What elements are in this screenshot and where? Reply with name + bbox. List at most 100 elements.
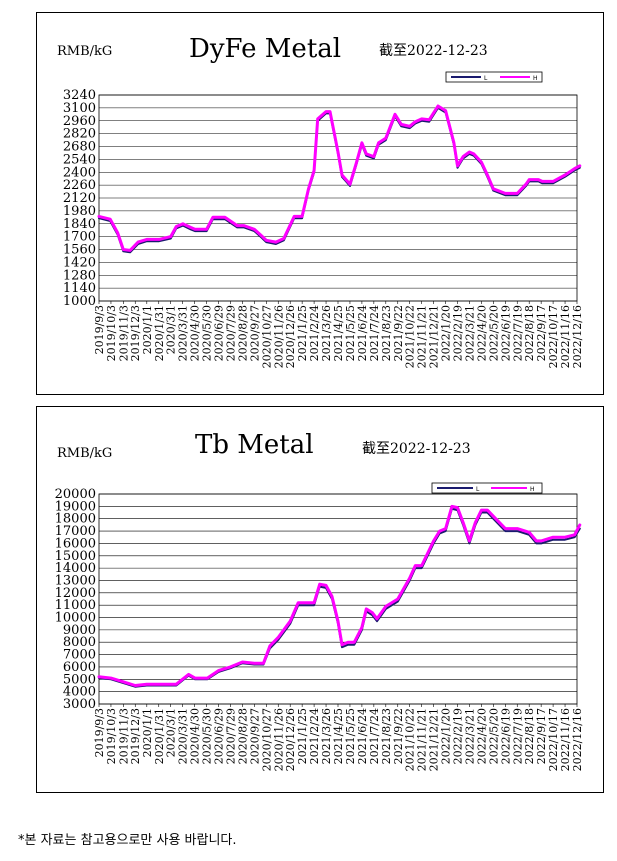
x-tick-label: 2019/12/3: [129, 708, 142, 764]
x-tick-label: 2022/9/17: [535, 708, 548, 764]
x-tick-label: 2019/11/3: [117, 708, 130, 764]
x-tick-label: 2020/1/31: [153, 305, 166, 361]
x-tick-label: 2022/1/20: [440, 305, 453, 361]
y-tick-label: 1840: [63, 217, 96, 232]
x-tick-label: 2019/12/3: [129, 305, 142, 361]
y-tick-label: 18000: [55, 512, 96, 527]
x-tick-label: 2020/10/27: [260, 305, 273, 368]
x-tick-label: 2022/4/20: [475, 708, 488, 764]
x-tick-label: 2020/4/30: [189, 305, 202, 361]
y-tick-label: 7000: [63, 648, 96, 663]
plot-frame: [98, 493, 578, 705]
x-tick-label: 2022/10/17: [547, 708, 560, 771]
x-tick-label: 2020/4/30: [189, 708, 202, 764]
x-tick-label: 2021/2/24: [308, 708, 321, 764]
x-tick-label: 2020/1/1: [141, 708, 154, 757]
x-tick-label: 2021/1/25: [296, 305, 309, 361]
y-tick-label: 4000: [63, 685, 96, 700]
chart-dyfe-svg: RMB/kG DyFe Metal 截至2022-12-23 L H 10001…: [57, 34, 584, 368]
x-tick-label: 2020/11/26: [272, 708, 285, 771]
x-tick-label: 2022/8/18: [523, 708, 536, 764]
legend-label-l: L: [484, 75, 488, 82]
y-tick-label: 1420: [63, 255, 96, 270]
x-tick-label: 2021/7/24: [368, 708, 381, 764]
x-tick-label: 2021/11/21: [416, 708, 429, 771]
x-tick-label: 2021/10/22: [404, 708, 417, 771]
y-tick-label: 5000: [63, 672, 96, 687]
x-tick-label: 2020/8/28: [236, 305, 249, 361]
y-tick-label: 8000: [63, 635, 96, 650]
x-tick-label: 2021/3/26: [320, 305, 333, 361]
y-tick-label: 15000: [55, 549, 96, 564]
x-tick-label: 2021/7/24: [368, 305, 381, 361]
x-tick-label: 2021/4/25: [332, 305, 345, 361]
x-tick-label: 2022/9/17: [535, 305, 548, 361]
x-tick-label: 2020/7/29: [224, 305, 237, 361]
y-tick-label: 11000: [55, 598, 96, 613]
x-tick-label: 2020/3/1: [165, 305, 178, 354]
y-tick-label: 1700: [63, 230, 96, 245]
x-tick-label: 2021/8/23: [380, 708, 393, 764]
y-tick-label: 2260: [63, 178, 96, 193]
x-tick-label: 2020/3/1: [165, 708, 178, 757]
x-tick-label: 2020/6/29: [213, 708, 226, 764]
x-tick-label: 2022/3/21: [463, 305, 476, 361]
x-tick-label: 2022/7/19: [511, 708, 524, 764]
y-tick-label: 13000: [55, 573, 96, 588]
unit-label: RMB/kG: [57, 446, 112, 461]
legend: L H: [445, 71, 543, 83]
y-tick-label: 2960: [63, 114, 96, 129]
x-tick-label: 2021/1/25: [296, 708, 309, 764]
x-tick-label: 2022/11/16: [559, 305, 572, 368]
x-tick-label: 2021/11/21: [416, 305, 429, 368]
x-tick-label: 2022/10/17: [547, 305, 560, 368]
x-tick-label: 2020/3/31: [177, 708, 190, 764]
y-tick-label: 1140: [63, 281, 96, 296]
x-tick-label: 2020/12/26: [284, 708, 297, 771]
x-tick-label: 2020/9/27: [248, 305, 261, 361]
y-tick-label: 16000: [55, 536, 96, 551]
y-tick-label: 2120: [63, 191, 96, 206]
plot-area: 3000400050006000700080009000100001100012…: [55, 487, 584, 771]
x-tick-label: 2022/6/19: [499, 708, 512, 764]
x-tick-label: 2020/1/1: [141, 305, 154, 354]
y-tick-label: 14000: [55, 561, 96, 576]
legend-box: [445, 71, 543, 83]
y-tick-label: 3000: [63, 697, 96, 712]
y-tick-label: 12000: [55, 586, 96, 601]
y-tick-label: 1280: [63, 268, 96, 283]
x-tick-label: 2021/12/21: [428, 305, 441, 368]
x-tick-label: 2021/12/21: [428, 708, 441, 771]
y-tick-label: 2540: [63, 152, 96, 167]
chart-panel-tb: RMB/kG Tb Metal 截至2022-12-23 L H 3000 400…: [36, 406, 604, 793]
legend-label-l: L: [476, 486, 480, 493]
y-tick-label: 6000: [63, 660, 96, 675]
x-tick-label: 2019/11/3: [117, 305, 130, 361]
y-tick-label: 1000: [63, 294, 96, 309]
x-tick-label: 2022/7/19: [511, 305, 524, 361]
y-tick-label: 2820: [63, 127, 96, 142]
x-tick-label: 2021/9/22: [392, 305, 405, 361]
x-tick-label: 2022/5/20: [487, 708, 500, 764]
x-tick-label: 2020/3/31: [177, 305, 190, 361]
x-tick-label: 2020/11/26: [272, 305, 285, 368]
x-tick-label: 2019/9/3: [93, 708, 106, 757]
x-tick-label: 2020/10/27: [260, 708, 273, 771]
legend-label-h: H: [533, 75, 538, 82]
legend-label-h: H: [530, 486, 535, 493]
x-tick-label: 2019/9/3: [93, 305, 106, 354]
y-tick-label: 10000: [55, 611, 96, 626]
chart-title: Tb Metal: [195, 430, 314, 460]
x-tick-label: 2020/8/28: [236, 708, 249, 764]
x-tick-label: 2020/6/29: [213, 305, 226, 361]
chart-tb-svg: RMB/kG Tb Metal 截至2022-12-23 L H 3000400…: [55, 430, 584, 771]
x-tick-label: 2019/10/3: [105, 708, 118, 764]
chart-panel-dyfe: RMB/kG DyFe Metal 截至2022-12-23 L H 1000 1…: [36, 12, 604, 395]
y-tick-label: 1560: [63, 243, 96, 258]
x-tick-label: 2022/4/20: [475, 305, 488, 361]
x-tick-label: 2022/12/16: [571, 305, 584, 368]
x-tick-label: 2020/5/30: [201, 708, 214, 764]
y-tick-label: 17000: [55, 524, 96, 539]
y-tick-label: 3100: [63, 101, 96, 116]
date-label: 截至2022-12-23: [362, 441, 471, 457]
